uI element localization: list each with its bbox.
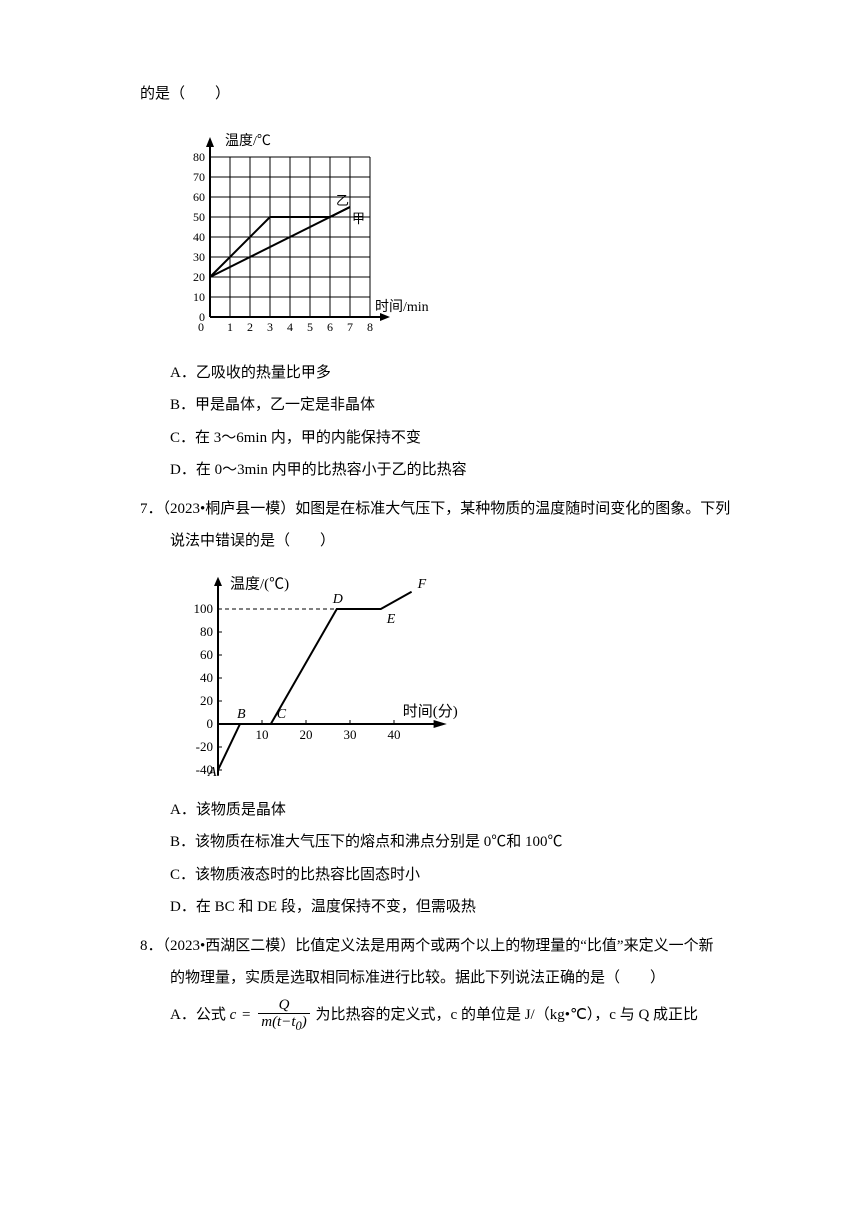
q8-option-a[interactable]: A．公式 c = Q m(t−t0) 为比热容的定义式，c 的单位是 J/（kg… — [170, 997, 740, 1034]
svg-text:80: 80 — [200, 624, 213, 639]
q8-stem: 8．（2023•西湖区二模）比值定义法是用两个或两个以上的物理量的“比值”来定义… — [170, 932, 740, 961]
q7-stem-cont: 说法中错误的是（ ） — [170, 527, 740, 556]
svg-text:70: 70 — [193, 170, 205, 184]
svg-text:30: 30 — [193, 250, 205, 264]
svg-text:7: 7 — [347, 320, 353, 334]
q6-option-b[interactable]: B．甲是晶体，乙一定是非晶体 — [170, 391, 740, 420]
svg-text:0: 0 — [207, 716, 214, 731]
svg-text:C: C — [277, 707, 287, 722]
svg-text:时间(分): 时间(分) — [403, 703, 458, 720]
svg-text:0: 0 — [198, 320, 204, 334]
q8-stem-cont: 的物理量，实质是选取相同标准进行比较。据此下列说法正确的是（ ） — [170, 964, 740, 993]
q7-option-a[interactable]: A．该物质是晶体 — [170, 796, 740, 825]
svg-text:3: 3 — [267, 320, 273, 334]
q7-option-c[interactable]: C．该物质液态时的比热容比固态时小 — [170, 861, 740, 890]
svg-text:8: 8 — [367, 320, 373, 334]
svg-text:60: 60 — [193, 190, 205, 204]
svg-text:40: 40 — [200, 670, 213, 685]
svg-text:40: 40 — [193, 230, 205, 244]
svg-text:10: 10 — [256, 727, 269, 742]
svg-text:F: F — [417, 576, 427, 591]
q6-chart: 0102030405060708012345678温度/℃时间/min0甲乙 — [170, 117, 740, 347]
svg-text:E: E — [386, 612, 396, 627]
svg-text:60: 60 — [200, 647, 213, 662]
q7-option-b[interactable]: B．该物质在标准大气压下的熔点和沸点分别是 0℃和 100℃ — [170, 828, 740, 857]
svg-text:D: D — [332, 592, 343, 607]
svg-text:温度/℃: 温度/℃ — [225, 133, 271, 149]
svg-text:乙: 乙 — [336, 193, 349, 208]
svg-text:温度/(℃): 温度/(℃) — [230, 575, 289, 592]
svg-text:20: 20 — [300, 727, 313, 742]
q8-option-a-suffix: 为比热容的定义式，c 的单位是 J/（kg•℃），c 与 Q 成正比 — [316, 1007, 699, 1023]
q6-option-a[interactable]: A．乙吸收的热量比甲多 — [170, 359, 740, 388]
svg-text:甲: 甲 — [352, 211, 365, 226]
svg-text:6: 6 — [327, 320, 333, 334]
svg-text:5: 5 — [307, 320, 313, 334]
svg-text:10: 10 — [193, 290, 205, 304]
svg-text:80: 80 — [193, 150, 205, 164]
q7-stem: 7．（2023•桐庐县一模）如图是在标准大气压下，某种物质的温度随时间变化的图象… — [170, 495, 740, 524]
svg-text:30: 30 — [344, 727, 357, 742]
svg-text:A: A — [207, 765, 217, 780]
q8-option-a-prefix: A．公式 — [170, 1007, 230, 1023]
q7-option-d[interactable]: D．在 BC 和 DE 段，温度保持不变，但需吸热 — [170, 893, 740, 922]
svg-text:40: 40 — [388, 727, 401, 742]
svg-text:50: 50 — [193, 210, 205, 224]
svg-text:-20: -20 — [196, 739, 213, 754]
q6-option-d[interactable]: D．在 0～3min 内甲的比热容小于乙的比热容 — [170, 456, 740, 485]
svg-text:时间/min: 时间/min — [375, 299, 429, 315]
svg-text:20: 20 — [200, 693, 213, 708]
q8-formula: c = Q m(t−t0) — [230, 997, 312, 1034]
q7-chart: -40-2002040608010010203040温度/(℃)时间(分)ABC… — [170, 564, 740, 784]
svg-text:B: B — [237, 707, 246, 722]
svg-text:1: 1 — [227, 320, 233, 334]
q6-option-c[interactable]: C．在 3～6min 内，甲的内能保持不变 — [170, 424, 740, 453]
svg-text:2: 2 — [247, 320, 253, 334]
svg-text:100: 100 — [194, 601, 214, 616]
svg-text:4: 4 — [287, 320, 293, 334]
svg-text:20: 20 — [193, 270, 205, 284]
q6-stem-continuation: 的是（ ） — [140, 80, 740, 109]
